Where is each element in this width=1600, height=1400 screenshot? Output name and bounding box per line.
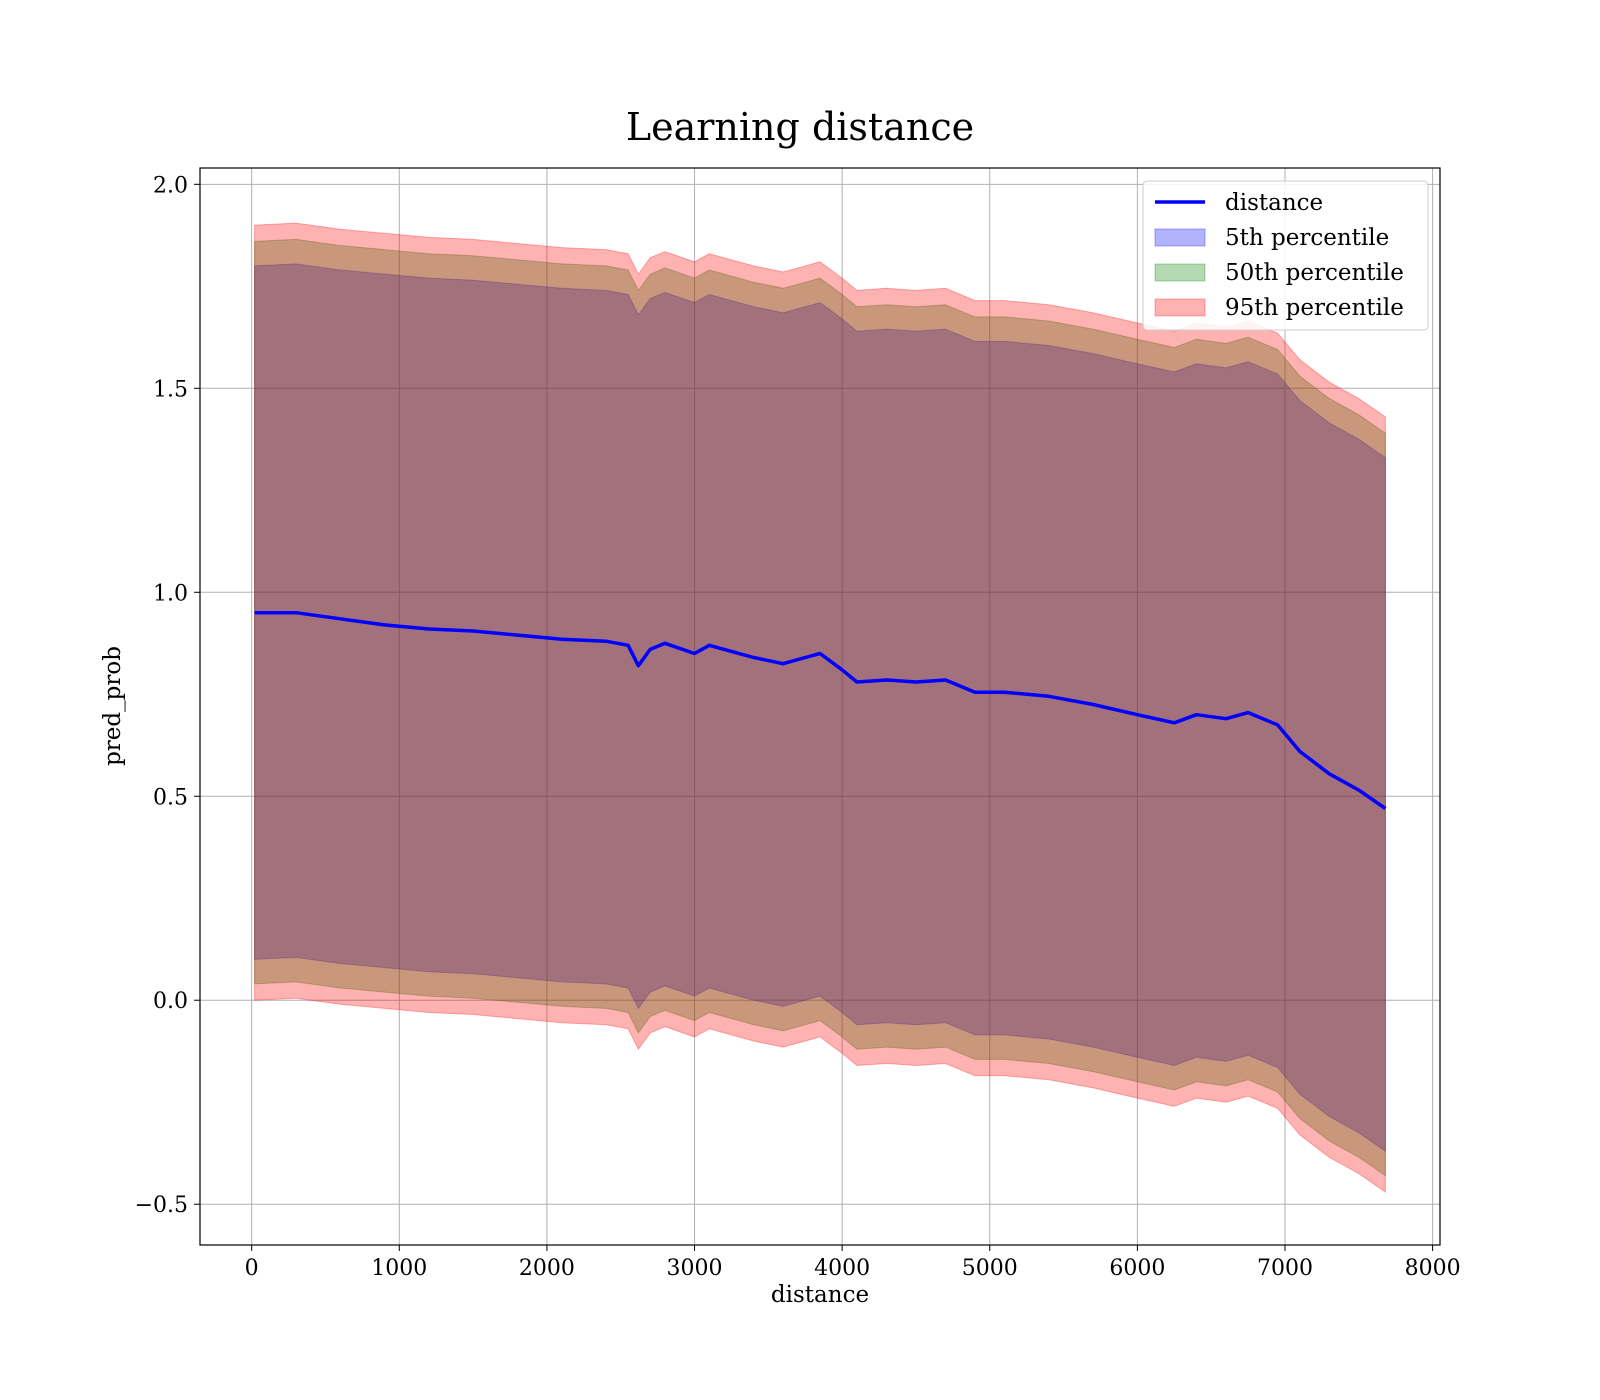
legend: distance 5th percentile 50th percentile 95t… [1142,180,1429,331]
legend-swatch [1154,228,1206,247]
legend-label: 95th percentile [1225,295,1404,321]
x-axis-label: distance [771,1282,869,1308]
x-tick-label: 6000 [1109,1256,1165,1281]
legend-label: 5th percentile [1225,225,1389,251]
y-tick-label: 0.5 [153,785,188,810]
chart-title: Learning distance [626,105,974,149]
y-tick-label: 1.0 [153,581,188,606]
grid [200,168,1440,1245]
y-axis-ticks: −0.5 0.0 0.5 1.0 1.5 2.0 [135,173,200,1218]
legend-box [1142,180,1429,331]
x-tick-label: 3000 [667,1256,723,1281]
x-axis-ticks: 0 1000 2000 3000 4000 5000 6000 7000 8000 [245,1245,1461,1281]
y-axis-label: pred_prob [100,646,126,766]
x-tick-label: 7000 [1257,1256,1313,1281]
band-1 [254,263,1386,1153]
x-tick-label: 1000 [371,1256,427,1281]
legend-label: 50th percentile [1225,260,1404,286]
band-3 [254,222,1386,1193]
legend-label: distance [1225,190,1323,216]
x-tick-label: 0 [245,1256,259,1281]
y-tick-label: 2.0 [153,173,188,198]
x-tick-label: 2000 [519,1256,575,1281]
series-line [254,610,1387,810]
percentile-bands [254,222,1386,1193]
band-2 [254,238,1386,1177]
x-tick-label: 4000 [814,1256,870,1281]
plot-frame [199,167,1441,1246]
y-tick-label: 0.0 [153,989,188,1014]
y-tick-label: 1.5 [153,377,188,402]
y-tick-label: −0.5 [135,1193,188,1218]
legend-swatch [1154,263,1206,282]
legend-swatch [1154,298,1206,317]
x-tick-label: 8000 [1405,1256,1461,1281]
series-lines [254,610,1387,810]
x-tick-label: 5000 [962,1256,1018,1281]
